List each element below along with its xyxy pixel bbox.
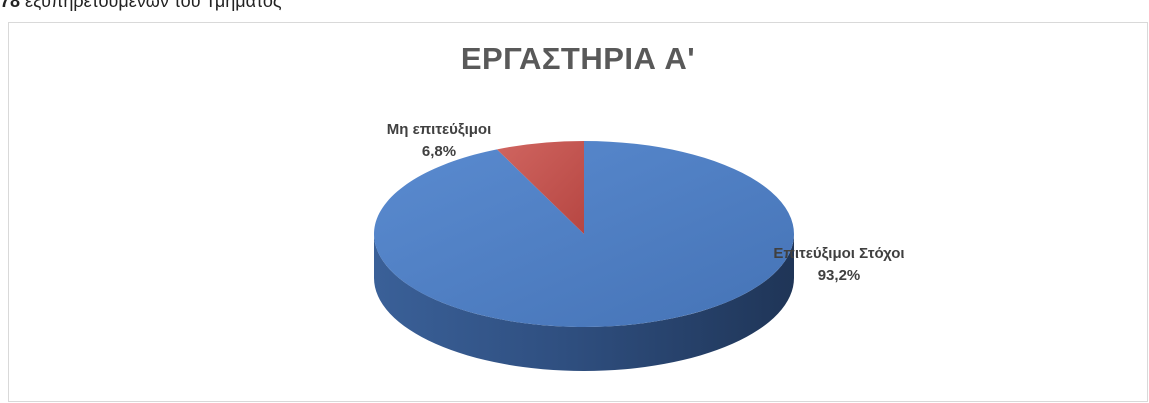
header-number: 78 (0, 0, 21, 11)
pie-slice-not-achievable (496, 141, 584, 234)
header-caption: εξυπηρετούμενων του Τμήματος (25, 0, 282, 11)
pie-chart (374, 141, 794, 371)
header-text: 78 εξυπηρετούμενων του Τμήματος (0, 0, 282, 12)
slice-value-not-achievable: 6,8% (421, 143, 457, 160)
slice-name-not-achievable: Μη επιτεύξιμοι (386, 121, 492, 138)
slice-label-achievable: Επιτεύξιμοι Στόχοι 93,2% (719, 243, 959, 287)
slice-label-not-achievable: Μη επιτεύξιμοι 6,8% (344, 119, 534, 163)
slice-value-achievable: 93,2% (817, 267, 861, 284)
slice-name-achievable: Επιτεύξιμοι Στόχοι (773, 245, 905, 262)
pie-side (374, 234, 794, 371)
chart-frame: ΕΡΓΑΣΤΗΡΙΑ Α' Επιτεύξιμοι Στόχοι 93,2% Μ… (8, 22, 1148, 402)
chart-title: ΕΡΓΑΣΤΗΡΙΑ Α' (460, 41, 696, 76)
